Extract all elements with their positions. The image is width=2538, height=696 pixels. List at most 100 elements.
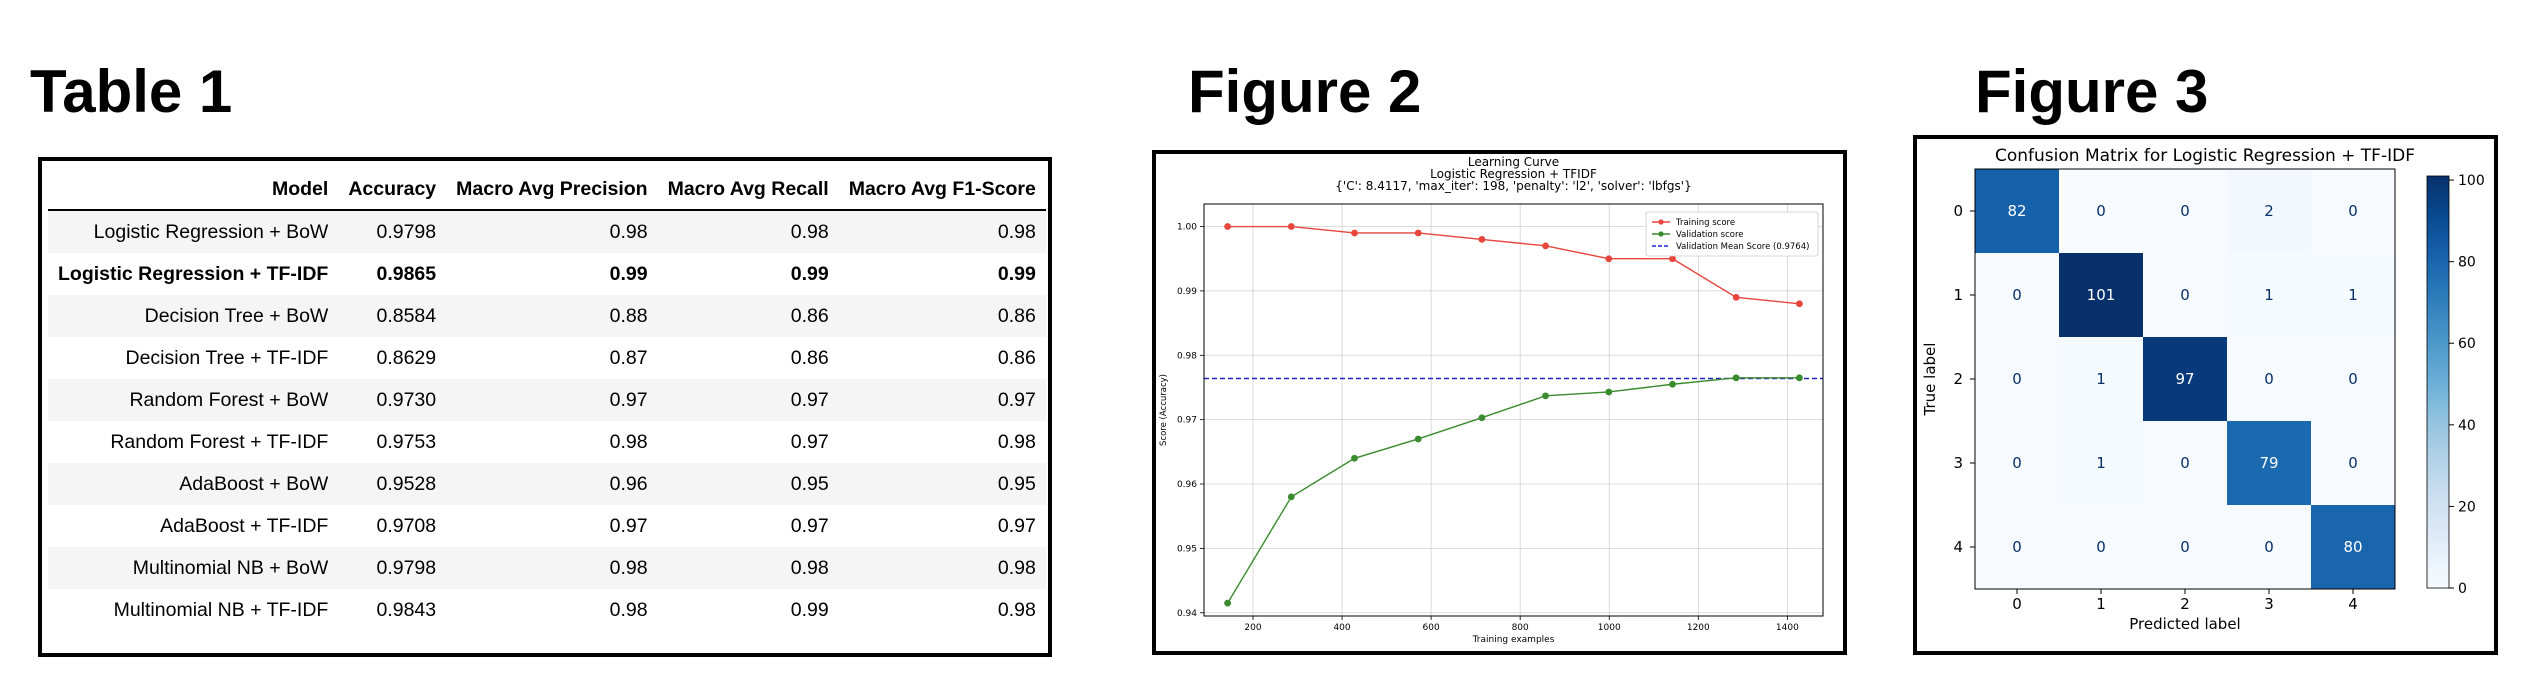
matrix-cell bbox=[2311, 421, 2395, 505]
matrix-cell bbox=[1975, 337, 2059, 421]
matrix-cell bbox=[2311, 253, 2395, 337]
data-point bbox=[1224, 599, 1232, 607]
matrix-cell bbox=[2059, 505, 2143, 589]
metric-cell: 0.88 bbox=[446, 295, 658, 337]
learning-curve-panel: Learning Curve Logistic Regression + TFID… bbox=[1152, 150, 1847, 655]
x-tick-label: 1 bbox=[2096, 595, 2106, 613]
cell-value: 1 bbox=[2264, 286, 2274, 304]
metric-cell: 0.9798 bbox=[338, 210, 447, 253]
cell-value: 2 bbox=[2264, 202, 2274, 220]
data-point bbox=[1478, 414, 1486, 422]
y-tick-label: 0.98 bbox=[1177, 351, 1197, 361]
metric-cell: 0.9730 bbox=[338, 379, 447, 421]
data-point bbox=[1669, 380, 1676, 388]
y-axis-label: Score (Accuracy) bbox=[1159, 374, 1169, 446]
metric-cell: 0.9865 bbox=[376, 262, 437, 285]
matrix-cell bbox=[2059, 421, 2143, 505]
matrix-cell bbox=[2227, 505, 2311, 589]
x-tick-label: 1000 bbox=[1598, 623, 1621, 633]
x-tick-label: 800 bbox=[1512, 623, 1529, 633]
column-header: Accuracy bbox=[338, 169, 447, 211]
matrix-cell bbox=[2143, 505, 2227, 589]
series-line bbox=[1227, 225, 1800, 305]
matrix-cell bbox=[2227, 169, 2311, 253]
metric-cell: 0.97 bbox=[790, 514, 829, 537]
figure2-heading: Figure 2 bbox=[1188, 58, 1422, 125]
results-table: Model Accuracy Macro Avg Precision Macro Av… bbox=[48, 169, 1046, 631]
cell-value: 80 bbox=[2343, 538, 2362, 556]
legend-box bbox=[1645, 211, 1819, 257]
data-point bbox=[1224, 223, 1232, 230]
metric-cell: 0.99 bbox=[609, 262, 648, 285]
colorbar-tick-label: 80 bbox=[2458, 255, 2476, 271]
table-row: Decision Tree + BoW 0.8584 0.88 0.86 0.86 bbox=[48, 295, 1046, 337]
metric-cell: 0.99 bbox=[997, 262, 1036, 285]
table-row: Multinomial NB + TF-IDF 0.9843 0.98 0.99 0.9… bbox=[48, 589, 1046, 631]
cell-value: 0 bbox=[2096, 538, 2106, 556]
metric-cell: 0.99 bbox=[790, 598, 829, 621]
table-heading: Table 1 bbox=[30, 58, 233, 125]
legend-marker bbox=[1658, 219, 1664, 225]
metric-cell: 0.97 bbox=[790, 430, 829, 453]
x-axis-label: Training examples bbox=[1472, 635, 1555, 645]
colorbar bbox=[2426, 175, 2450, 589]
cell-value: 0 bbox=[2012, 370, 2022, 388]
cell-value: 0 bbox=[2012, 286, 2022, 304]
metric-cell: 0.9528 bbox=[338, 463, 447, 505]
colorbar-tick-label: 60 bbox=[2458, 336, 2476, 352]
cell-value: 82 bbox=[2007, 202, 2026, 220]
y-tick-label: 0.94 bbox=[1177, 609, 1197, 619]
x-tick-label: 1200 bbox=[1687, 623, 1710, 633]
results-table-panel: Model Accuracy Macro Avg Precision Macro Av… bbox=[38, 157, 1052, 657]
x-tick-label: 4 bbox=[2348, 595, 2358, 613]
data-point bbox=[1732, 293, 1740, 301]
matrix-cell bbox=[2143, 253, 2227, 337]
matrix-cell bbox=[2143, 337, 2227, 421]
x-tick-label: 600 bbox=[1423, 623, 1440, 633]
metric-cell: 0.9708 bbox=[376, 514, 437, 537]
series-line bbox=[1227, 377, 1800, 604]
model-name-cell: Multinomial NB + TF-IDF bbox=[113, 598, 329, 621]
matrix-cell bbox=[1975, 421, 2059, 505]
legend-marker bbox=[1658, 231, 1664, 237]
metric-cell: 0.99 bbox=[790, 262, 829, 285]
cell-value: 0 bbox=[2348, 370, 2358, 388]
model-name-cell: Decision Tree + TF-IDF bbox=[125, 346, 329, 369]
colorbar-tick-label: 0 bbox=[2458, 581, 2467, 597]
x-tick-label: 3 bbox=[2264, 595, 2274, 613]
matrix-cell bbox=[2311, 337, 2395, 421]
metric-cell: 0.97 bbox=[838, 379, 1046, 421]
data-point bbox=[1287, 223, 1295, 230]
metric-cell: 0.98 bbox=[609, 598, 648, 621]
metric-cell: 0.97 bbox=[657, 379, 839, 421]
cell-value: 0 bbox=[2348, 454, 2358, 472]
matrix-cell bbox=[2143, 169, 2227, 253]
x-tick-label: 400 bbox=[1333, 623, 1350, 633]
metric-cell: 0.98 bbox=[446, 210, 658, 253]
matrix-cell bbox=[2143, 421, 2227, 505]
y-tick-label: 1.00 bbox=[1177, 223, 1197, 233]
data-point bbox=[1732, 374, 1740, 382]
cell-value: 0 bbox=[2012, 538, 2022, 556]
data-point bbox=[1795, 300, 1803, 308]
cell-value: 0 bbox=[2180, 538, 2190, 556]
data-point bbox=[1414, 435, 1422, 443]
cell-value: 0 bbox=[2012, 454, 2022, 472]
chart-params: {'C': 8.4117, 'max_iter': 198, 'penalty'… bbox=[1335, 179, 1691, 193]
table-row: Multinomial NB + BoW 0.9798 0.98 0.98 0.98 bbox=[48, 547, 1046, 589]
legend-label: Validation Mean Score (0.9764) bbox=[1676, 242, 1809, 252]
model-name-cell: AdaBoost + BoW bbox=[48, 463, 339, 505]
column-header: Model bbox=[48, 169, 339, 211]
metric-cell: 0.98 bbox=[609, 430, 648, 453]
y-tick-label: 0.96 bbox=[1177, 480, 1197, 490]
colorbar-tick-label: 20 bbox=[2458, 499, 2476, 515]
cell-value: 0 bbox=[2096, 202, 2106, 220]
table-row: AdaBoost + BoW 0.9528 0.96 0.95 0.95 bbox=[48, 463, 1046, 505]
metric-cell: 0.95 bbox=[657, 463, 839, 505]
chart-title: Learning Curve bbox=[1468, 155, 1559, 169]
metric-cell: 0.86 bbox=[657, 295, 839, 337]
legend-label: Validation score bbox=[1676, 230, 1744, 240]
cell-value: 0 bbox=[2180, 454, 2190, 472]
cell-value: 1 bbox=[2096, 454, 2106, 472]
